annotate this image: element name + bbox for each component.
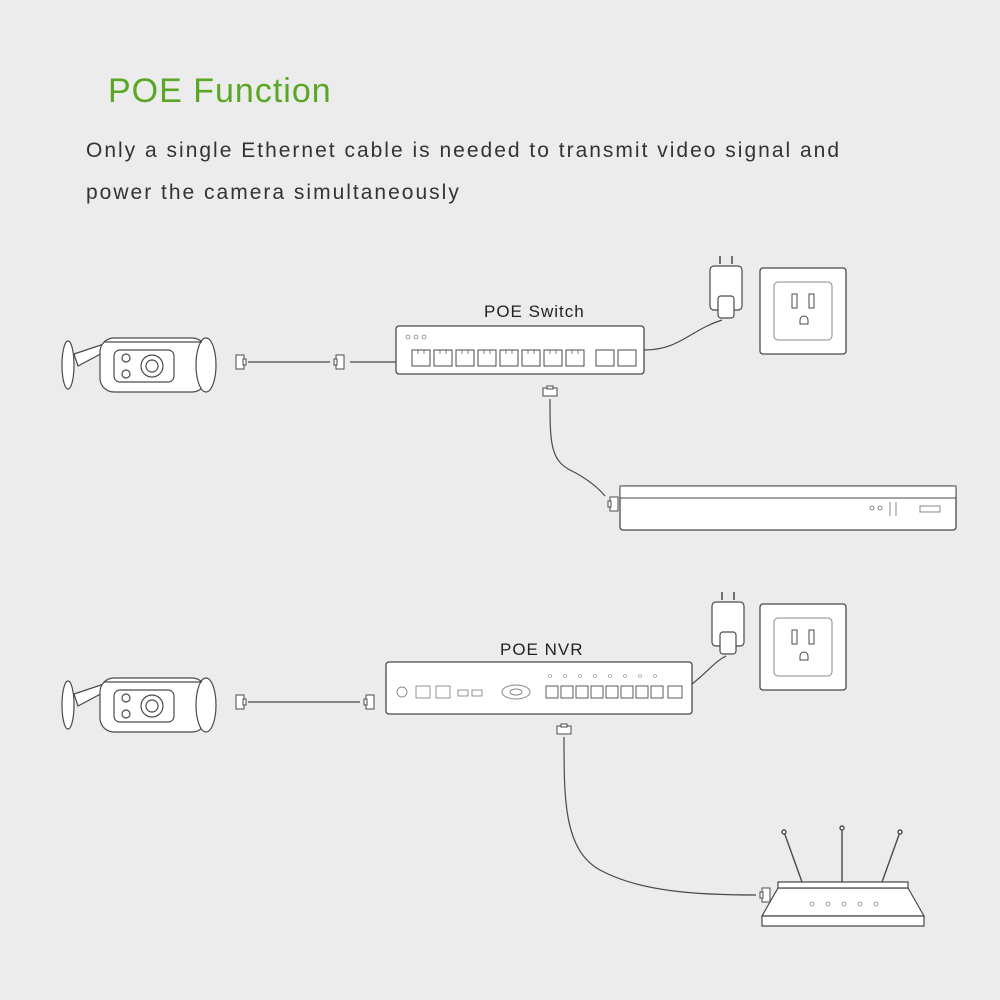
wall-outlet-icon [760, 604, 846, 690]
wall-outlet-icon [760, 268, 846, 354]
cable-icon [557, 724, 770, 902]
nvr-icon [620, 486, 956, 530]
power-adapter-icon [712, 592, 744, 654]
cable-icon [236, 695, 374, 709]
cable-icon [236, 355, 396, 369]
connection-diagram [0, 0, 1000, 1000]
power-cable-icon [644, 320, 722, 350]
power-cable-icon [692, 656, 726, 684]
camera-icon [62, 678, 216, 732]
cable-icon [543, 386, 618, 511]
router-icon [762, 826, 924, 926]
power-adapter-icon [710, 256, 742, 318]
camera-icon [62, 338, 216, 392]
poe-switch-icon [396, 326, 644, 374]
poe-nvr-icon [386, 662, 692, 714]
